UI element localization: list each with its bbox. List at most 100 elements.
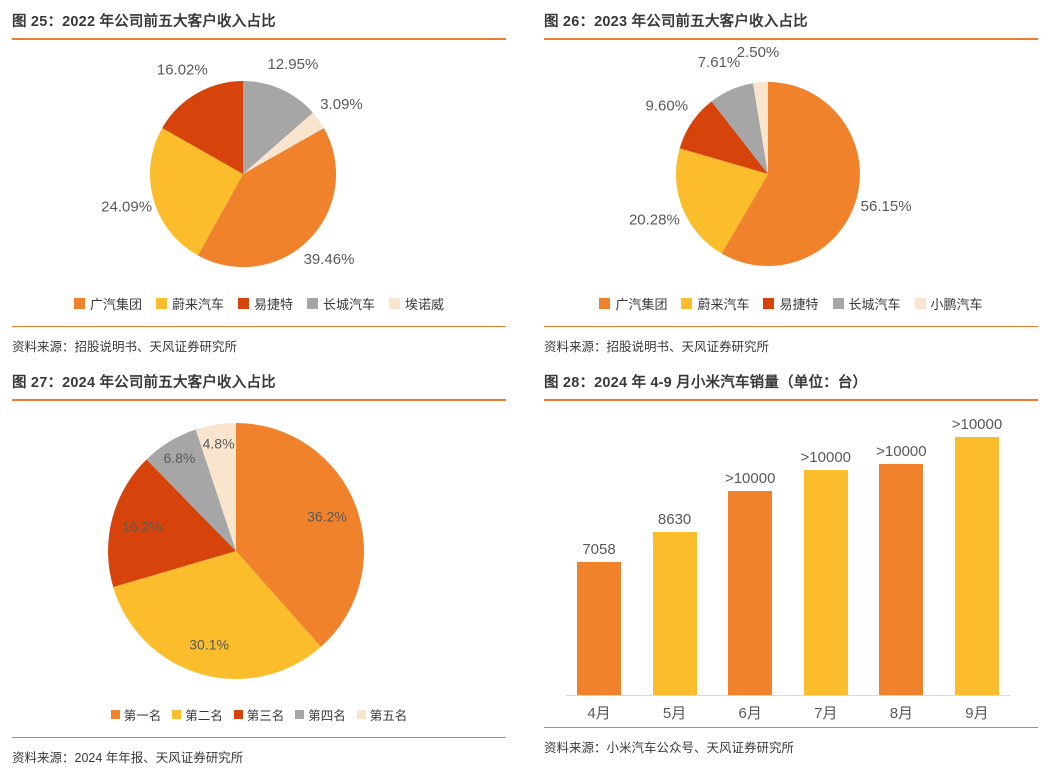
bar-column: 7058 <box>566 541 632 695</box>
legend-swatch-icon <box>356 709 366 719</box>
figure-28-title: 图 28：2024 年 4-9 月小米汽车销量（单位：台） <box>544 365 1038 401</box>
x-axis-label: 6月 <box>738 705 762 722</box>
pie-slice <box>195 423 236 551</box>
legend-item: 第四名 <box>295 705 346 724</box>
legend-swatch-icon <box>172 709 182 719</box>
legend-item: 第三名 <box>233 705 285 724</box>
bar-value-label: >10000 <box>876 443 927 460</box>
x-axis-label: 4月 <box>587 705 611 722</box>
pie-svg: 12.95% 3.09% 39.46% 24.09% 16.02% <box>101 56 363 268</box>
bar-value-label: 7058 <box>582 541 616 558</box>
legend-swatch-icon <box>307 297 318 309</box>
legend-item-label: 易捷特 <box>779 296 819 312</box>
legend-item: 蔚来汽车 <box>155 294 224 313</box>
pie-slice <box>711 83 768 174</box>
pie-slice-label: 24.09% <box>101 199 152 216</box>
pie-slice <box>108 459 236 587</box>
bar-column: >10000 <box>944 416 1010 695</box>
legend-item-label: 长城汽车 <box>323 296 376 312</box>
pie-slice <box>679 101 768 174</box>
x-axis-label: 5月 <box>662 705 687 722</box>
legend-swatch-icon <box>110 709 120 719</box>
pie-chart-2022: 12.95% 3.09% 39.46% 24.09% 16.02% <box>12 40 506 290</box>
pie-slice-label: 4.8% <box>203 436 235 452</box>
bar-column: >10000 <box>868 443 934 695</box>
figure-26-panel: 图 26：2023 年公司前五大客户收入占比 56.15% 20.28% 9.60%… <box>544 4 1038 365</box>
pie-slice <box>753 81 768 174</box>
x-axis: 4月 5月 6月 7月 8月 9月 <box>566 702 1010 723</box>
pie-slice-label: 16.2% <box>122 518 162 534</box>
legend-item-label: 第三名 <box>246 708 285 723</box>
legend-item-label: 长城汽车 <box>848 296 901 312</box>
legend-swatch-icon <box>233 709 243 719</box>
legend-item: 第一名 <box>110 705 162 724</box>
bar-column: >10000 <box>717 470 783 695</box>
figure-27-source: 资料来源：2024 年年报、天风证券研究所 <box>12 737 506 776</box>
pie-slice <box>243 81 313 174</box>
legend-swatch-icon <box>155 297 167 309</box>
pie-slice-label: 36.2% <box>307 509 347 525</box>
bar-value-label: >10000 <box>800 449 852 466</box>
bar <box>652 532 697 695</box>
figure-26-legend: 广汽集团 蔚来汽车 易捷特 长城汽车 小鹏汽车 <box>544 290 1038 316</box>
legend-item-label: 小鹏汽车 <box>930 296 983 312</box>
figure-27-title: 图 27：2024 年公司前五大客户收入占比 <box>12 365 506 401</box>
legend-item: 蔚来汽车 <box>681 294 749 313</box>
bar <box>803 470 848 695</box>
x-axis-label: 7月 <box>814 705 838 722</box>
legend-swatch-icon <box>389 297 401 309</box>
pie-slice <box>149 128 243 256</box>
pie-slice-label: 2.50% <box>737 44 780 61</box>
figure-28-source: 资料来源：小米汽车公众号、天风证券研究所 <box>544 727 1038 766</box>
legend-item: 易捷特 <box>237 294 293 313</box>
x-axis-label: 8月 <box>889 705 914 722</box>
legend-swatch-icon <box>914 297 926 309</box>
pie-slice-label: 12.95% <box>267 56 318 73</box>
bar-chart-xiaomi-sales: 7058 8630 >10000 >10000 >10000 >10000 4月 5月 6月 7月… <box>544 401 1038 727</box>
pie-slice-label: 39.46% <box>304 251 355 268</box>
pie-chart-2024: 36.2% 30.1% 16.2% 6.8% 4.8% <box>12 401 506 701</box>
pie-slice <box>721 82 860 266</box>
bar-plot-area: 7058 8630 >10000 >10000 >10000 >10000 <box>566 411 1010 696</box>
legend-item-label: 易捷特 <box>253 296 293 312</box>
bar-chart: 7058 8630 >10000 >10000 >10000 >10000 4月 5月 6月 7月… <box>544 401 1038 723</box>
legend-item-label: 蔚来汽车 <box>697 296 750 312</box>
legend-item: 第五名 <box>356 705 408 724</box>
pie-slice <box>243 112 324 174</box>
legend-item-label: 第二名 <box>185 708 223 723</box>
figure-28-panel: 图 28：2024 年 4-9 月小米汽车销量（单位：台） 7058 8630 >1… <box>544 365 1038 776</box>
legend-item-label: 第五名 <box>369 708 408 723</box>
bar <box>577 562 621 695</box>
pie-slice-label: 7.61% <box>698 54 741 71</box>
pie-svg: 36.2% 30.1% 16.2% 6.8% 4.8% <box>108 423 365 679</box>
figure-26-title: 图 26：2023 年公司前五大客户收入占比 <box>544 4 1038 40</box>
bar-column: 8630 <box>642 511 708 695</box>
pie-slice <box>162 81 243 174</box>
legend-item: 长城汽车 <box>307 294 375 313</box>
legend-item: 长城汽车 <box>832 294 901 313</box>
bar <box>879 464 924 695</box>
pie-slice-label: 3.09% <box>320 96 363 113</box>
pie-slice-label: 30.1% <box>189 637 229 653</box>
pie-slice-label: 56.15% <box>861 198 912 215</box>
legend-item-label: 第一名 <box>123 708 162 723</box>
figure-26-source: 资料来源：招股说明书、天风证券研究所 <box>544 326 1038 365</box>
pie-slice-label: 6.8% <box>163 450 195 466</box>
legend-swatch-icon <box>599 297 611 309</box>
legend-item-label: 广汽集团 <box>615 296 668 312</box>
legend-item: 易捷特 <box>763 294 819 313</box>
legend-swatch-icon <box>763 297 775 309</box>
pie-slice <box>676 148 768 254</box>
legend-swatch-icon <box>832 297 844 309</box>
bar <box>954 437 999 695</box>
figure-25-legend: 广汽集团 蔚来汽车 易捷特 长城汽车 埃诺威 <box>12 290 506 316</box>
bar-value-label: >10000 <box>724 470 776 487</box>
legend-item-label: 广汽集团 <box>89 296 142 312</box>
legend-item: 第二名 <box>172 705 223 724</box>
pie-slice <box>236 423 365 647</box>
pie-slice <box>197 128 337 268</box>
bar-column: >10000 <box>793 449 859 695</box>
pie-slice <box>146 429 236 551</box>
legend-item: 广汽集团 <box>599 294 667 313</box>
